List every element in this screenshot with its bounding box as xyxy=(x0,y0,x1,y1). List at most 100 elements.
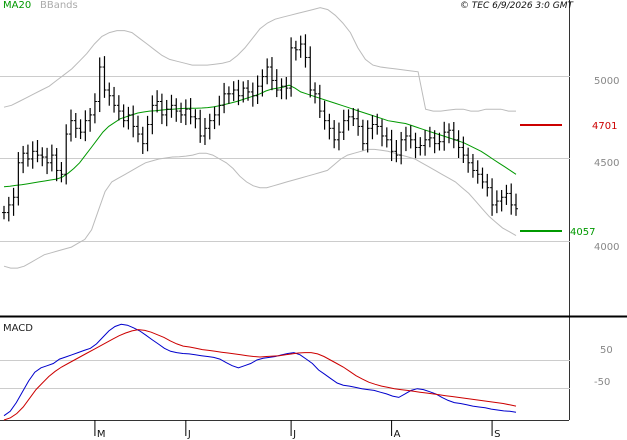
price-bar xyxy=(59,162,64,183)
price-bar xyxy=(231,81,236,102)
macd-line xyxy=(3,323,517,417)
price-bar xyxy=(427,126,432,148)
price-bar xyxy=(461,136,466,163)
ytick-4000: 4000 xyxy=(594,242,619,253)
price-bar xyxy=(174,98,179,122)
bbands-group xyxy=(3,7,517,269)
price-bar xyxy=(21,145,26,174)
price-bar xyxy=(289,37,294,97)
ytick-5000: 5000 xyxy=(594,76,619,87)
price-bar xyxy=(64,124,69,185)
price-bar xyxy=(485,173,490,197)
legend-bbands: BBands xyxy=(40,0,78,11)
price-bar xyxy=(322,100,327,130)
price-bar xyxy=(78,119,83,140)
price-bar xyxy=(442,121,447,151)
price-bar xyxy=(207,113,212,140)
price-bar xyxy=(222,82,227,114)
price-bar xyxy=(332,120,337,149)
price-bar xyxy=(145,115,150,152)
price-bar xyxy=(107,82,112,106)
price-bar xyxy=(432,130,437,154)
ma20-group xyxy=(3,84,517,188)
ma20-line xyxy=(3,84,517,188)
price-bar xyxy=(351,108,356,127)
price-bar xyxy=(504,184,509,205)
price-bar xyxy=(11,187,16,216)
price-bar xyxy=(260,69,265,97)
price-bar xyxy=(179,102,184,123)
price-bar xyxy=(418,137,423,156)
price-bar xyxy=(246,80,251,101)
bbands-lower-line xyxy=(3,148,517,269)
price-bar xyxy=(298,35,303,58)
macd-group xyxy=(3,323,517,421)
price-bar xyxy=(73,112,78,138)
price-bar xyxy=(241,81,246,103)
price-bar xyxy=(198,109,203,143)
price-bar xyxy=(356,108,361,136)
price-bar xyxy=(188,98,193,125)
price-bar xyxy=(68,109,73,142)
price-bar xyxy=(202,117,207,145)
price-bar xyxy=(394,139,399,163)
price-bar xyxy=(451,121,456,149)
price-bars-group xyxy=(2,34,518,222)
ytick-macd-50: 50 xyxy=(600,345,613,356)
price-bar xyxy=(159,93,164,125)
price-bar xyxy=(140,126,145,154)
price-bar xyxy=(35,139,40,163)
price-bar xyxy=(155,90,160,113)
price-bar xyxy=(284,76,289,100)
price-bar xyxy=(126,106,131,130)
xtick-label: J xyxy=(292,429,296,440)
price-bar xyxy=(514,193,518,216)
price-bar xyxy=(112,86,117,113)
price-bar xyxy=(265,58,270,85)
price-bar xyxy=(97,57,102,113)
price-bar xyxy=(365,120,370,153)
ytick-4500: 4500 xyxy=(594,158,619,169)
resistance-label: 4701 xyxy=(592,121,617,132)
price-bar xyxy=(494,190,499,214)
price-bar xyxy=(293,40,298,61)
price-bar xyxy=(30,141,35,169)
price-bar xyxy=(226,86,231,104)
price-bar xyxy=(370,115,375,140)
price-bar xyxy=(317,84,322,118)
price-bar xyxy=(480,167,485,189)
price-bar xyxy=(375,113,380,135)
price-bar xyxy=(408,125,413,149)
price-bar xyxy=(164,99,169,127)
price-bar xyxy=(341,109,346,140)
price-bar xyxy=(92,93,97,124)
price-bar xyxy=(2,205,6,220)
macd-signal-line xyxy=(3,329,517,421)
price-bar xyxy=(131,105,136,138)
price-bar xyxy=(16,152,21,206)
price-bar xyxy=(490,178,495,216)
price-bar xyxy=(169,94,174,118)
price-bar xyxy=(49,144,54,172)
copyright-text: © TEC 6/9/2026 3:0 GMT xyxy=(460,1,575,11)
price-bar xyxy=(336,122,341,151)
price-bar xyxy=(45,147,50,175)
xtick-label: J xyxy=(187,429,191,440)
xtick-label: A xyxy=(394,429,401,440)
price-bar xyxy=(470,153,475,178)
price-bar xyxy=(6,196,11,222)
price-bar xyxy=(212,106,217,130)
price-bar xyxy=(447,123,452,144)
price-bar xyxy=(346,109,351,131)
price-bar xyxy=(150,95,155,135)
price-bar xyxy=(380,119,385,147)
price-bar xyxy=(88,108,93,132)
price-bar xyxy=(327,113,332,140)
price-bar xyxy=(509,183,514,215)
price-bar xyxy=(313,82,318,104)
price-bar xyxy=(40,147,45,167)
ytick-macd-minus50: -50 xyxy=(594,377,610,388)
support-label: 4057 xyxy=(570,227,595,238)
